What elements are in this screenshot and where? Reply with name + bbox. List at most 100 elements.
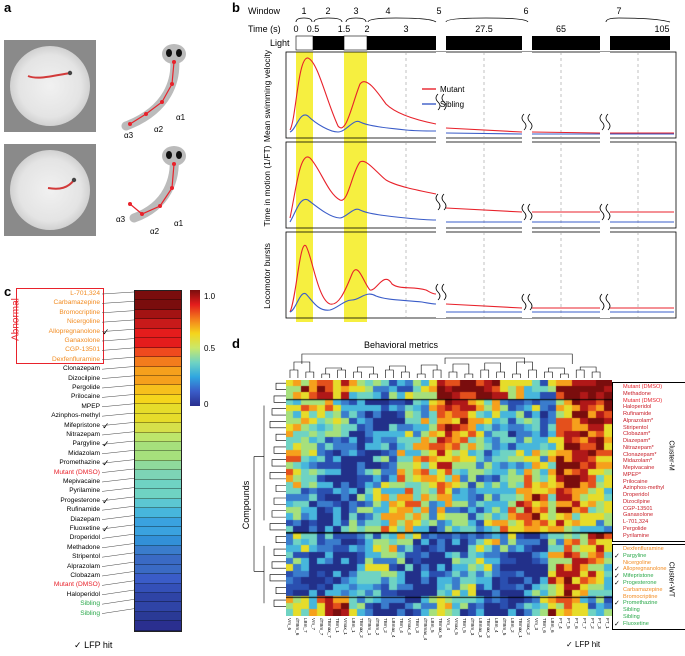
time-105: 105 <box>654 24 669 34</box>
abnormal-group-box <box>16 288 104 364</box>
window-1: 1 <box>301 6 306 16</box>
lfp-check-icon: ✓ <box>614 552 620 560</box>
cluster-compound-label: Alprazolam* <box>623 417 654 424</box>
metric-label: LBm_7 <box>303 618 309 633</box>
metric-label: dTBm_7 <box>319 618 325 636</box>
cluster-compound-label: Nitrazepam* <box>623 444 654 451</box>
c-legend: ✓ LFP hit <box>74 640 112 651</box>
angle-label-a1: α1 <box>176 113 186 122</box>
cluster-compound-label: Dexfenfluramine <box>623 546 664 552</box>
behavior-traces-figure: Window Time (s) Light 1 2 3 4 5 6 7 0 0.… <box>248 6 677 322</box>
metric-label: LBm_4 <box>494 618 500 633</box>
heatbar-segment <box>135 300 181 310</box>
behavior-heatmap <box>286 380 612 616</box>
trace-mutant-motion <box>289 156 674 219</box>
metric-label: TBmax_3 <box>486 618 492 638</box>
lfp-check-icon: ✓ <box>102 495 110 506</box>
metric-label: LBmax_3 <box>478 618 484 638</box>
compound-item: Rufinamide <box>66 506 100 514</box>
ylabel-motion: Time in motion (1/FT) <box>262 145 272 226</box>
colorbar-tick-0: 0 <box>204 400 209 409</box>
compound-item: Pergolide <box>72 384 100 391</box>
cluster-compound-label: Pergolide <box>623 525 647 532</box>
heatbar-segment <box>135 413 181 424</box>
metric-label: TBm_3 <box>414 618 420 633</box>
cluster-m-box <box>612 382 685 542</box>
window-label: Window <box>248 6 281 16</box>
heatbar-segment <box>135 517 181 527</box>
heatbar-segment <box>135 357 181 367</box>
cluster-compound-label: Clonazepam* <box>623 451 657 458</box>
metric-label: LBm_6 <box>549 618 555 633</box>
compound-item: Dexfenfluramine <box>51 355 100 363</box>
metric-label: TBmax_7 <box>327 618 333 638</box>
heatbar-segment <box>135 366 181 376</box>
compound-item: Midazolam <box>68 449 100 457</box>
heatbar-segment <box>135 375 181 386</box>
cluster-compound-label: CGP-13501 <box>623 505 653 512</box>
heatbar-segment <box>135 611 181 622</box>
ylabel-bursts: Locomotor bursts <box>262 243 272 309</box>
compound-item: Progesterone <box>60 496 100 504</box>
compound-list: L-701,324 Carbamazepine Bromocriptine Nicer… <box>38 290 128 620</box>
metric-label: LBmax_4 <box>390 618 396 638</box>
time-0-5: 0.5 <box>307 24 320 34</box>
cluster-compound-label: L-701,324 <box>623 519 649 525</box>
window-2: 2 <box>325 6 330 16</box>
compound-item: Mepivacaine <box>62 478 100 485</box>
metric-label: dTBm_3 <box>470 618 476 636</box>
lfp-check-icon: ✓ <box>614 620 620 628</box>
cluster-compound-label: Clobazam* <box>623 431 651 438</box>
behavioral-metrics-title: Behavioral metrics <box>364 340 439 350</box>
metric-label: FT_6 <box>573 618 579 629</box>
heatbar-segment <box>135 508 181 518</box>
metric-label: TBmax_2 <box>358 618 364 638</box>
heatbar-segment <box>135 489 181 499</box>
cluster-compound-label: Sibling <box>623 614 640 620</box>
compound-item: Allopregnanolone <box>48 327 100 335</box>
cluster-compound-label: Carbamazepine <box>623 586 663 593</box>
compound-item: Mutant (DMSO) <box>53 468 100 476</box>
cluster-compound-label: Stiripentol <box>623 424 648 431</box>
heatbar-segment <box>135 404 181 414</box>
light-bar <box>296 36 670 50</box>
compound-item: Fluoxetine <box>69 525 100 532</box>
compound-item: Promethazine <box>59 459 100 467</box>
cluster-compound-label: Mutant (DMSO) <box>623 384 663 390</box>
cluster-compound-label: Ganaxolone <box>623 512 654 519</box>
colorbar-tick-1: 1.0 <box>204 292 216 301</box>
cluster-compound-label: Methadone <box>623 390 651 397</box>
cluster-compound-label: Progesterone <box>623 580 657 586</box>
abnormal-label: Abnormal <box>10 298 22 341</box>
panel-b-letter: b <box>232 0 240 15</box>
cluster-compound-label: Nicergoline <box>623 559 651 566</box>
compound-item: Stripentol <box>72 553 100 561</box>
metric-label: Vmax_4 <box>406 618 412 635</box>
metric-label: LBm_2 <box>509 618 515 633</box>
compound-item: MPEP <box>81 402 100 410</box>
compound-leader-lines <box>101 291 135 614</box>
cluster-compound-label: Droperidol <box>623 492 649 498</box>
heatbar-segment <box>135 593 181 603</box>
angle-label-b3: α3 <box>116 215 126 224</box>
heatbar-segment <box>135 319 181 329</box>
heatbar-segment <box>135 602 181 612</box>
angle-label-b1: α1 <box>174 219 184 228</box>
heatbar-segment <box>135 385 181 395</box>
trace-sibling-motion <box>289 198 674 223</box>
compound-item: Sibling <box>80 609 100 617</box>
compound-item: Haloperidol <box>66 590 100 598</box>
metric-label: dTBm_6 <box>295 618 301 636</box>
compound-item: Nicergoline <box>67 318 100 326</box>
heatbar-segment <box>135 338 181 348</box>
compound-item: Diazepam <box>70 515 100 523</box>
heatbar-segment <box>135 451 181 461</box>
compound-item: Azinphos-methyl <box>51 412 100 420</box>
row-dendrogram <box>253 382 286 607</box>
light-label: Light <box>270 38 290 48</box>
lfp-check-icon: ✓ <box>614 573 620 581</box>
heatbar-segment <box>135 479 181 490</box>
cluster-compound-label: Pyrilamine <box>623 532 650 539</box>
cluster-compound-label: MPEP* <box>623 471 642 478</box>
metric-label: TBmax_5 <box>438 618 444 638</box>
